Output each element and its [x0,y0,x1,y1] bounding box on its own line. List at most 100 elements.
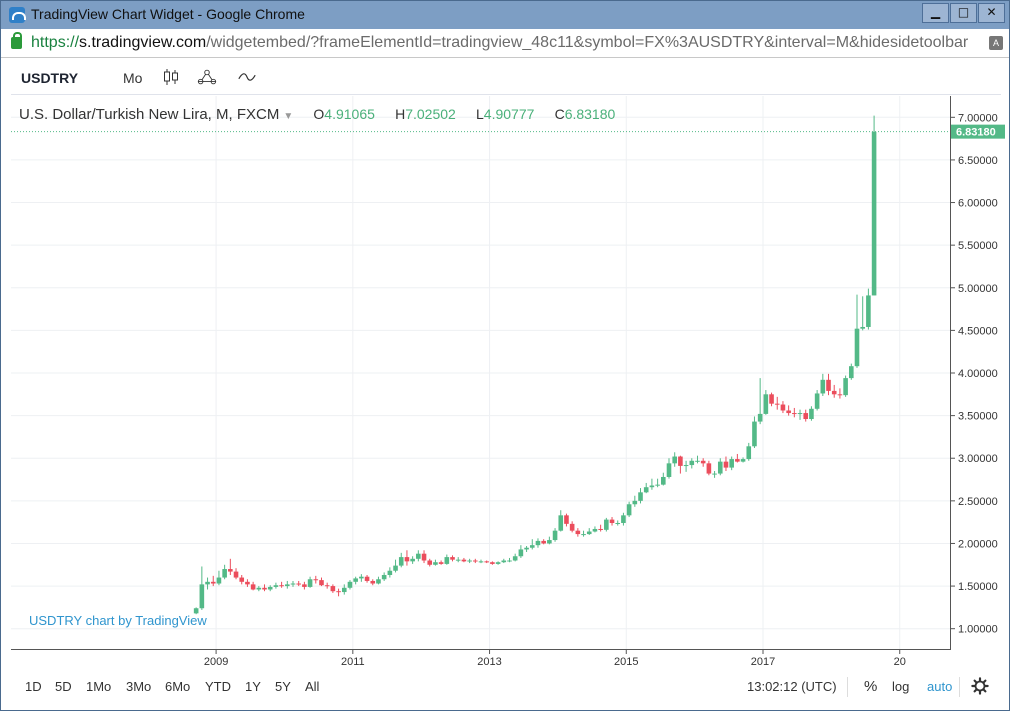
candle[interactable] [854,294,860,368]
candle[interactable] [666,458,672,479]
candle[interactable] [495,561,501,565]
candle[interactable] [228,558,233,575]
compare-icon[interactable] [237,67,257,87]
candle[interactable] [262,584,267,592]
candle[interactable] [558,510,564,532]
candle[interactable] [683,460,689,472]
candle[interactable] [518,545,524,558]
candle[interactable] [706,460,712,476]
candle[interactable] [245,579,250,587]
candle[interactable] [541,539,546,545]
range-all-button[interactable]: All [305,679,320,694]
candle[interactable] [210,575,216,587]
candle[interactable] [387,567,393,578]
interval-button[interactable]: Mo [123,70,143,86]
candle[interactable] [763,390,769,415]
candle[interactable] [547,536,552,545]
candle[interactable] [353,576,358,585]
candle[interactable] [814,390,820,411]
price-axis-scale[interactable]: 1.00000 1.50000 2.00000 2.50000 3.00000 3.500… [951,96,1005,650]
candle[interactable] [598,524,603,532]
candle[interactable] [797,409,803,420]
candle[interactable] [586,528,592,535]
caret-down-icon[interactable]: ▼ [283,111,294,122]
candle[interactable] [421,550,427,564]
candle[interactable] [193,607,199,615]
time-axis-scale[interactable]: 2009 2011 2013 2015 2017 20 [11,650,951,674]
candle[interactable] [638,488,643,504]
candle[interactable] [661,472,666,486]
candles-icon[interactable] [161,67,181,87]
candle[interactable] [393,559,398,573]
candle[interactable] [575,528,581,537]
candle[interactable] [433,559,438,566]
candle[interactable] [507,557,512,563]
candle[interactable] [267,585,273,592]
candle[interactable] [615,520,621,526]
time-axis[interactable]: 2009 2011 2013 2015 2017 20 [11,650,951,674]
candle[interactable] [837,388,843,399]
candle[interactable] [404,550,410,566]
candle[interactable] [695,455,700,464]
candle[interactable] [609,517,615,526]
candle[interactable] [717,458,723,476]
candle[interactable] [239,574,245,585]
candle[interactable] [484,560,489,564]
candle[interactable] [313,575,319,584]
candle[interactable] [416,550,421,562]
candle[interactable] [604,517,609,532]
candle[interactable] [461,557,467,563]
range-1y-button[interactable]: 1Y [245,679,261,694]
range-1d-button[interactable]: 1D [25,679,42,694]
range-5y-button[interactable]: 5Y [275,679,291,694]
candle[interactable] [370,579,376,586]
maximize-button[interactable]: □ [950,3,977,23]
indicators-icon[interactable] [197,67,217,87]
candle[interactable] [205,577,210,590]
range-6mo-button[interactable]: 6Mo [165,679,191,694]
candle[interactable] [740,457,746,463]
candle[interactable] [672,452,677,467]
candle[interactable] [655,478,660,488]
lock-icon[interactable] [11,32,22,49]
candle[interactable] [700,458,706,467]
candle[interactable] [279,581,284,588]
candle[interactable] [398,552,404,568]
candle[interactable] [809,406,814,421]
candle[interactable] [757,378,763,425]
candle[interactable] [860,296,865,331]
candle[interactable] [820,373,826,397]
candle[interactable] [649,478,655,490]
candle[interactable] [290,580,296,587]
address-bar[interactable]: https://s.tradingview.com/widgetembed/?f… [1,29,1009,58]
legend-title[interactable]: U.S. Dollar/Turkish New Lira, M, FXCM [19,106,280,123]
candle[interactable] [723,456,729,472]
candle[interactable] [769,392,774,407]
price-chart[interactable] [11,96,951,650]
close-button[interactable]: ✕ [978,3,1005,23]
candle[interactable] [222,564,227,580]
candle[interactable] [826,373,831,396]
candle[interactable] [216,570,222,586]
candle[interactable] [490,561,495,565]
candle[interactable] [347,580,353,590]
candle[interactable] [336,588,341,597]
candle[interactable] [478,559,484,564]
candle[interactable] [376,576,381,585]
gear-icon[interactable] [971,677,989,695]
candle[interactable] [552,528,558,542]
candle[interactable] [199,566,205,610]
candle[interactable] [250,581,256,591]
candle[interactable] [364,574,370,583]
candle[interactable] [581,530,586,537]
candle[interactable] [450,555,455,562]
candle[interactable] [233,568,239,580]
candle[interactable] [871,115,877,296]
candle[interactable] [302,581,307,590]
candle[interactable] [831,384,837,398]
candle[interactable] [273,582,279,589]
title-bar[interactable]: TradingView Chart Widget - Google Chrome… [1,1,1009,29]
range-ytd-button[interactable]: YTD [205,679,231,694]
candle[interactable] [774,396,780,410]
candle[interactable] [729,456,734,471]
